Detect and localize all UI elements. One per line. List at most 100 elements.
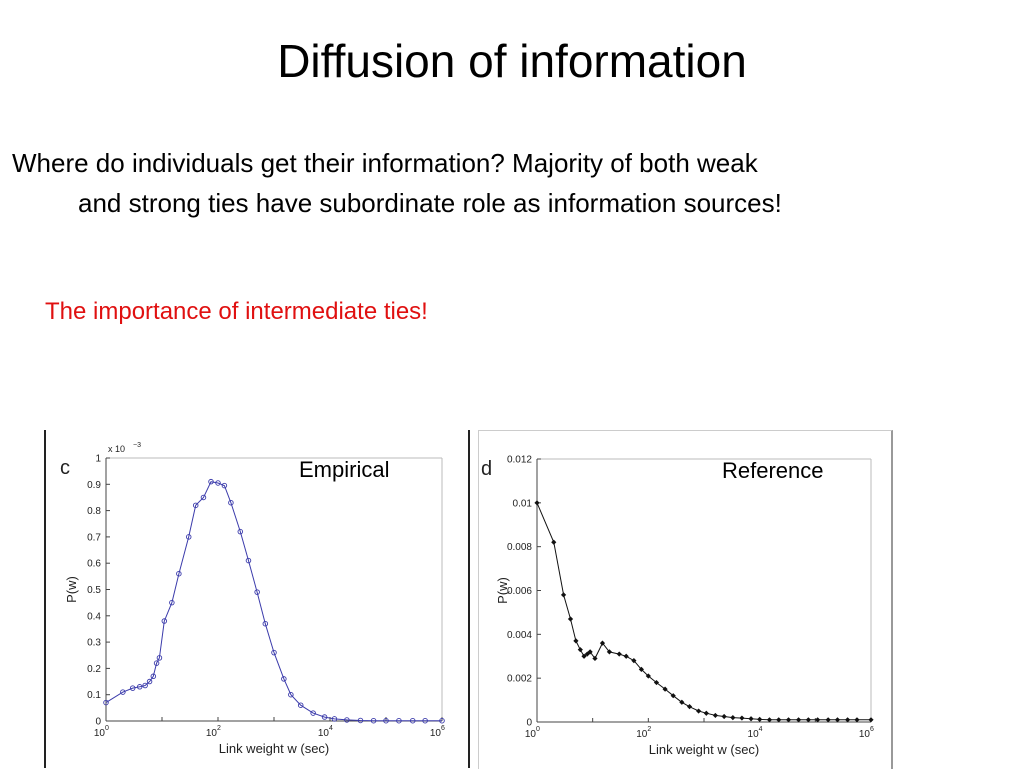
x-tick-exponent: 4 (329, 725, 333, 732)
data-point (153, 660, 160, 666)
data-point (310, 710, 316, 716)
bullet-text: Where do individuals get their informati… (12, 143, 952, 223)
y-tick-label: 1 (95, 454, 101, 465)
data-point (245, 557, 252, 564)
x-tick-label: 10 (859, 729, 871, 740)
x-tick-label: 10 (94, 728, 106, 739)
data-point (321, 714, 328, 720)
data-point (712, 712, 718, 719)
y-multiplier-label: x 10 (108, 444, 125, 454)
data-point (422, 717, 428, 724)
data-point (142, 682, 148, 689)
data-point (357, 717, 364, 724)
chart-annotation: Empirical (299, 457, 389, 482)
data-point (228, 499, 234, 506)
chart-panel-reference: 0 0.002 0.004 0.006 0.008 0.01 0.012 10 0 10 2 10 4 1… (478, 430, 893, 769)
data-point (616, 651, 622, 657)
data-point (551, 539, 557, 545)
data-point (185, 534, 192, 540)
data-point (409, 717, 416, 724)
y-tick-label: 0.4 (87, 611, 101, 622)
data-point (730, 715, 736, 721)
data-point (868, 717, 874, 723)
data-point (567, 616, 574, 622)
data-point (766, 717, 773, 723)
panel-label: d (481, 458, 492, 480)
y-tick-label: 0.9 (87, 480, 101, 491)
x-tick-exponent: 0 (536, 726, 540, 733)
y-axis-label: P(w) (495, 577, 510, 604)
data-point (237, 528, 244, 535)
y-tick-label: 0 (526, 718, 532, 729)
data-point (396, 717, 402, 724)
data-point (834, 717, 841, 723)
slide-title: Diffusion of information (277, 35, 747, 87)
y-multiplier-exponent: −3 (133, 442, 141, 449)
x-tick-label: 10 (636, 729, 648, 740)
data-point (623, 653, 629, 659)
data-point (344, 717, 350, 723)
data-point (825, 717, 831, 723)
x-tick-exponent: 6 (870, 726, 874, 733)
y-tick-label: 0.7 (87, 532, 101, 543)
x-tick-exponent: 2 (217, 725, 221, 732)
data-point (103, 699, 109, 706)
y-tick-label: 0.012 (507, 455, 532, 466)
data-point (776, 717, 782, 723)
data-point (854, 717, 860, 723)
x-tick-label: 10 (525, 729, 537, 740)
highlight-text: The importance of intermediate ties! (45, 298, 428, 325)
data-point (383, 717, 389, 724)
data-point (805, 717, 811, 723)
data-point (721, 713, 727, 720)
data-point (288, 691, 294, 698)
data-point (176, 570, 182, 577)
y-tick-label: 0 (95, 717, 101, 728)
series-line (105, 481, 442, 722)
data-point (215, 480, 221, 486)
x-tick-label: 10 (430, 728, 442, 739)
y-tick-label: 0.1 (87, 690, 101, 701)
data-point (331, 716, 338, 722)
data-point (739, 715, 745, 721)
data-point (686, 704, 693, 710)
data-point (573, 638, 579, 644)
x-axis-label: Link weight w (sec) (219, 741, 330, 756)
data-point (192, 502, 199, 509)
bullet-line-2: and strong ties have subordinate role as… (78, 188, 782, 218)
y-tick-label: 0.6 (87, 559, 101, 570)
data-point (785, 717, 792, 723)
data-point (297, 702, 304, 708)
data-point (169, 599, 175, 606)
data-point (560, 592, 567, 598)
chart-annotation: Reference (722, 458, 824, 483)
x-tick-label: 10 (748, 729, 760, 740)
data-point (120, 689, 126, 695)
data-point (534, 500, 540, 506)
data-point (845, 717, 851, 723)
series-line (536, 502, 871, 721)
data-point (795, 717, 802, 723)
y-tick-label: 0.8 (87, 506, 101, 517)
y-tick-label: 0.004 (507, 630, 532, 641)
x-axis-label: Link weight w (sec) (649, 742, 760, 757)
data-point (254, 589, 260, 595)
data-point (577, 647, 583, 653)
y-axis-label: P(w) (64, 576, 79, 603)
x-tick-label: 10 (206, 728, 218, 739)
y-tick-label: 0.01 (513, 498, 533, 509)
data-point (136, 684, 143, 690)
y-tick-label: 0.5 (87, 585, 101, 596)
bullet-line-1: Where do individuals get their informati… (12, 148, 758, 178)
x-tick-exponent: 0 (105, 725, 109, 732)
y-tick-label: 0.002 (507, 674, 532, 685)
data-point (703, 710, 709, 716)
y-tick-label: 0.008 (507, 542, 532, 553)
y-tick-label: 0.006 (507, 586, 532, 597)
data-point (262, 620, 269, 627)
x-tick-exponent: 6 (441, 725, 445, 732)
x-tick-exponent: 4 (759, 726, 763, 733)
data-point (439, 717, 445, 724)
